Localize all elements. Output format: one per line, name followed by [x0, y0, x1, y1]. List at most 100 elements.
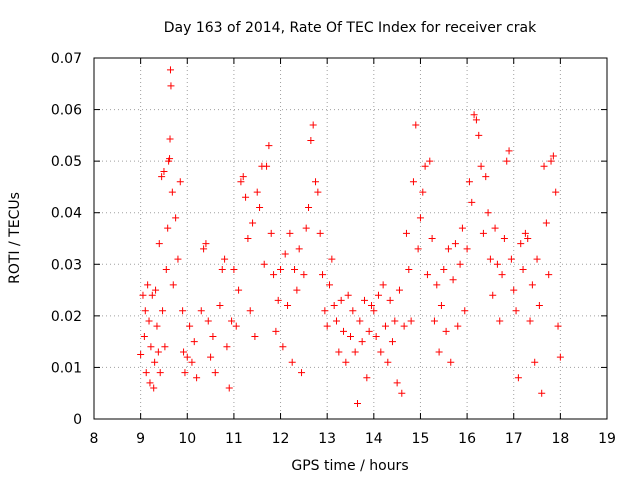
- x-tick-label: 13: [318, 431, 336, 447]
- data-point: [456, 260, 464, 268]
- data-point: [180, 348, 188, 356]
- data-point: [423, 271, 431, 279]
- data-point: [407, 317, 415, 325]
- data-point: [272, 327, 280, 335]
- data-point: [284, 302, 292, 310]
- data-point: [305, 204, 313, 212]
- x-tick-label: 17: [505, 431, 523, 447]
- data-point: [433, 281, 441, 289]
- data-point: [393, 379, 401, 387]
- data-point: [277, 265, 285, 273]
- data-point: [230, 265, 238, 273]
- data-point: [340, 327, 348, 335]
- data-point: [547, 157, 555, 165]
- data-point: [554, 322, 562, 330]
- y-tick-label: 0.03: [51, 257, 82, 273]
- data-point: [505, 147, 513, 155]
- data-point: [144, 281, 152, 289]
- data-point: [538, 389, 546, 397]
- data-point: [358, 338, 366, 346]
- data-point: [253, 188, 261, 196]
- x-tick-label: 12: [272, 431, 290, 447]
- data-point: [309, 121, 317, 129]
- data-point: [360, 296, 368, 304]
- data-point: [239, 173, 247, 181]
- data-point: [228, 317, 236, 325]
- data-point: [519, 265, 527, 273]
- data-point: [176, 178, 184, 186]
- data-point: [152, 286, 160, 294]
- axis-ticks: 8 9 10 11 12 13 14 15 16 17 18 19 0 0.01 0.02 0.03 0.04 0…: [51, 51, 616, 447]
- data-point: [174, 255, 182, 263]
- x-tick-label: 10: [178, 431, 196, 447]
- data-point: [463, 245, 471, 253]
- data-point: [470, 111, 478, 119]
- data-point: [337, 296, 345, 304]
- data-point: [186, 322, 194, 330]
- data-point: [510, 286, 518, 294]
- chart-title: Day 163 of 2014, Rate Of TEC Index for r…: [164, 20, 537, 36]
- data-point: [512, 307, 520, 315]
- data-point: [461, 307, 469, 315]
- data-point: [251, 332, 259, 340]
- data-point: [437, 302, 445, 310]
- x-tick-label: 19: [598, 431, 616, 447]
- data-point: [447, 358, 455, 366]
- data-point: [442, 327, 450, 335]
- data-point: [274, 296, 282, 304]
- data-point: [517, 240, 525, 248]
- x-tick-label: 11: [225, 431, 243, 447]
- data-point: [302, 224, 310, 232]
- data-point: [409, 178, 417, 186]
- data-point: [166, 135, 174, 143]
- data-point: [374, 291, 382, 299]
- data-point: [496, 317, 504, 325]
- data-point: [256, 204, 264, 212]
- data-point: [244, 235, 252, 242]
- data-point: [549, 152, 557, 160]
- data-point: [545, 271, 553, 279]
- data-point: [142, 369, 150, 377]
- y-tick-label: 0.06: [51, 103, 82, 119]
- data-point: [540, 162, 548, 170]
- data-point: [458, 224, 466, 232]
- data-point: [265, 142, 273, 150]
- data-point: [221, 255, 229, 263]
- data-point: [295, 245, 303, 253]
- data-point: [202, 240, 210, 248]
- data-point: [300, 271, 308, 279]
- data-point: [183, 353, 191, 361]
- data-point: [141, 307, 149, 315]
- data-point: [166, 66, 174, 74]
- data-point: [454, 322, 462, 330]
- data-point: [298, 369, 306, 377]
- data-point: [150, 384, 158, 392]
- data-point: [416, 214, 424, 222]
- data-point: [370, 307, 378, 315]
- data-point: [444, 245, 452, 253]
- data-point: [328, 255, 336, 263]
- data-point: [367, 302, 375, 310]
- data-point: [342, 358, 350, 366]
- data-point: [316, 229, 324, 237]
- data-point: [330, 302, 338, 310]
- y-tick-label: 0.04: [51, 206, 82, 222]
- data-point: [167, 82, 175, 90]
- data-point: [145, 317, 153, 325]
- data-point: [169, 281, 177, 289]
- data-point: [235, 286, 243, 294]
- data-point: [218, 265, 226, 273]
- data-point: [146, 379, 154, 387]
- data-point: [246, 307, 254, 315]
- data-point: [172, 214, 180, 222]
- data-point: [164, 224, 172, 232]
- data-point: [526, 317, 534, 325]
- data-point: [179, 307, 187, 315]
- data-point: [148, 291, 156, 299]
- data-point: [333, 317, 341, 325]
- data-point: [293, 286, 301, 294]
- data-point: [363, 374, 371, 382]
- data-point: [414, 245, 422, 253]
- data-point: [384, 358, 392, 366]
